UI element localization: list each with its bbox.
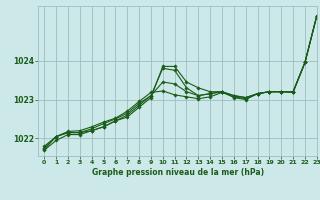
X-axis label: Graphe pression niveau de la mer (hPa): Graphe pression niveau de la mer (hPa) (92, 168, 264, 177)
